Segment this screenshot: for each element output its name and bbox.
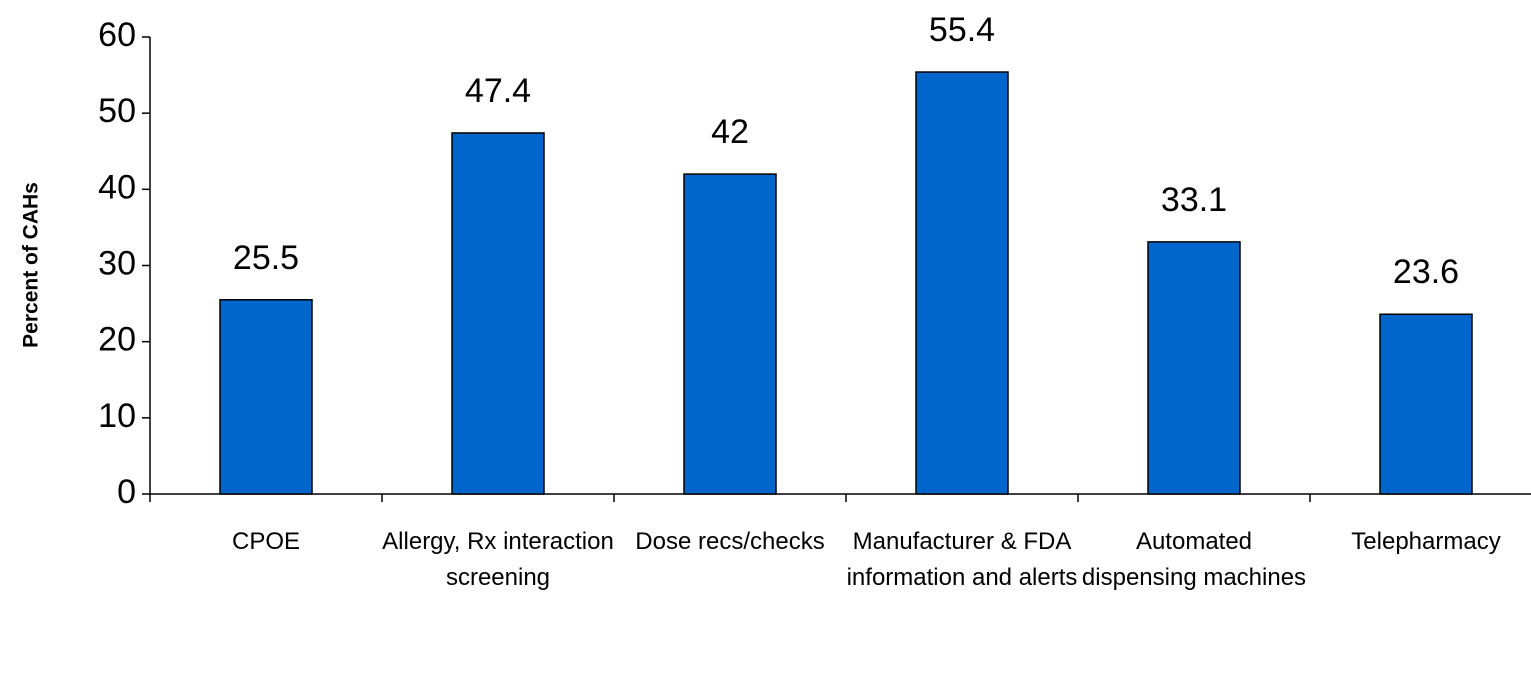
y-tick-label: 40: [98, 168, 136, 206]
value-label: 25.5: [233, 239, 299, 277]
bar: [915, 71, 1009, 495]
bar: [451, 132, 545, 495]
x-tick-label-box: Dose recs/checks: [635, 528, 825, 555]
x-tick-label: Dose recs/checks: [635, 528, 825, 555]
x-tick-label-box: Manufacturer & FDA information and alert…: [846, 528, 1078, 591]
bar: [683, 173, 777, 495]
bar: [1147, 241, 1241, 495]
value-label: 47.4: [465, 72, 531, 110]
y-tick-label: 10: [98, 397, 136, 435]
x-tick-label-box: Allergy, Rx interaction screening: [382, 528, 614, 591]
y-tick-label: 30: [98, 244, 136, 282]
y-tick-label: 60: [98, 16, 136, 54]
x-tick-label: Manufacturer & FDA information and alert…: [846, 528, 1078, 591]
x-tick-label-box: Telepharmacy: [1351, 528, 1501, 555]
x-tick-label-box: Automated dispensing machines: [1081, 528, 1307, 591]
x-tick-label: Telepharmacy: [1351, 528, 1501, 555]
value-label: 33.1: [1161, 181, 1227, 219]
bar: [1379, 313, 1473, 495]
y-tick-label: 50: [98, 92, 136, 130]
x-tick-label: CPOE: [231, 528, 300, 555]
y-tick-label: 20: [98, 321, 136, 359]
value-label: 55.4: [929, 11, 995, 49]
bar: [219, 299, 313, 495]
x-tick-label: Allergy, Rx interaction screening: [382, 528, 614, 591]
x-tick-label: Automated dispensing machines: [1081, 528, 1307, 591]
x-tick-label-box: CPOE: [231, 528, 300, 555]
y-tick-label: 0: [117, 473, 136, 511]
value-label: 23.6: [1393, 253, 1459, 291]
value-label: 42: [711, 113, 749, 151]
y-axis-label: Percent of CAHs: [20, 182, 43, 348]
